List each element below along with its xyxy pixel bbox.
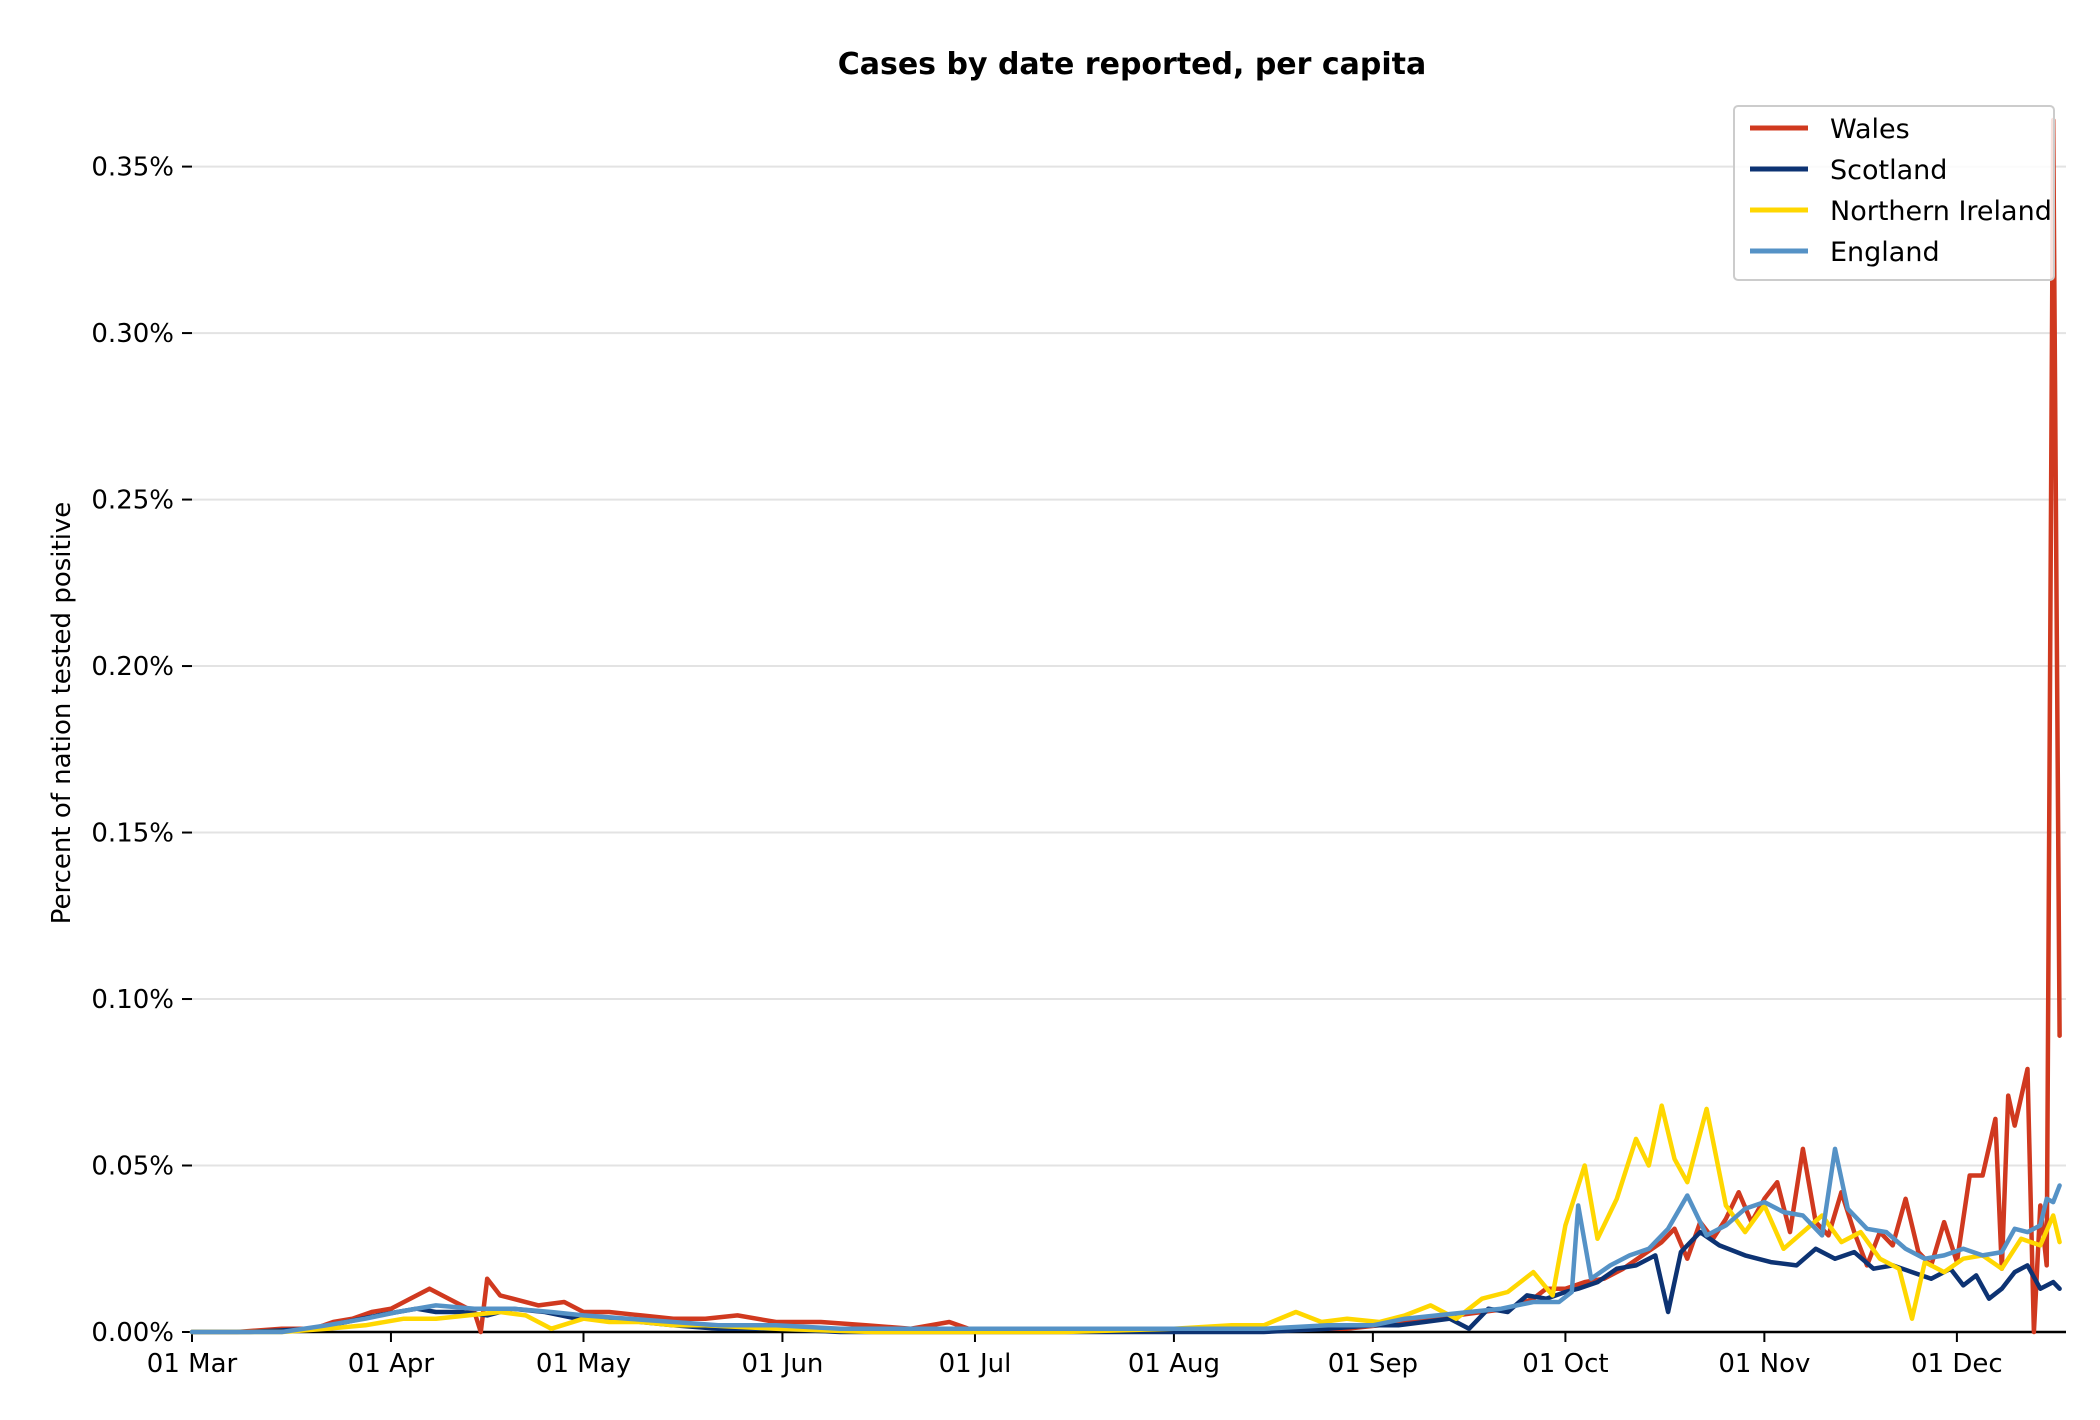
series-lines (189, 117, 2062, 1335)
x-tick-label: 01 Dec (1911, 1349, 2003, 1379)
legend-label-scotland: Scotland (1830, 155, 1947, 186)
y-tick-label: 0.00% (91, 1318, 174, 1348)
y-axis-label: Percent of nation tested positive (47, 502, 77, 925)
series-line-england (189, 1146, 2062, 1335)
y-gridlines (192, 165, 2066, 1167)
y-tick-label: 0.20% (91, 652, 174, 682)
x-axis: 01 Mar 01 Apr 01 May 01 Jun 01 Jul 01 Aug 01 S… (147, 1330, 2066, 1379)
y-axis: 0.00% 0.05% 0.10% 0.15% 0.20% 0.25% 0.30% 0.35% (91, 153, 192, 1348)
x-tick-label: 01 May (536, 1349, 631, 1379)
x-tick-label: 01 Nov (1718, 1349, 1810, 1379)
legend: Wales Scotland Northern Ireland England (1733, 105, 2055, 281)
y-tick-label: 0.05% (91, 1152, 174, 1182)
y-tick-label: 0.30% (91, 319, 174, 349)
legend-box (1733, 105, 2055, 281)
y-tick-label: 0.10% (91, 985, 174, 1015)
chart-title: Cases by date reported, per capita (838, 47, 1427, 82)
legend-label-northern-ireland: Northern Ireland (1830, 196, 2052, 227)
y-tick-label: 0.15% (91, 819, 174, 849)
x-tick-label: 01 Mar (147, 1349, 238, 1379)
y-tick-label: 0.35% (91, 153, 174, 183)
x-tick-label: 01 Jul (939, 1349, 1012, 1379)
legend-label-england: England (1830, 237, 1940, 268)
x-tick-label: 01 Apr (348, 1349, 435, 1379)
x-tick-label: 01 Jun (741, 1349, 823, 1379)
x-tick-label: 01 Aug (1128, 1349, 1220, 1379)
x-tick-label: 01 Sep (1328, 1349, 1418, 1379)
series-line-wales (189, 117, 2062, 1335)
y-tick-label: 0.25% (91, 486, 174, 516)
x-tick-label: 01 Oct (1522, 1349, 1608, 1379)
series-line-northern-ireland (189, 1103, 2062, 1335)
legend-label-wales: Wales (1830, 114, 1910, 145)
